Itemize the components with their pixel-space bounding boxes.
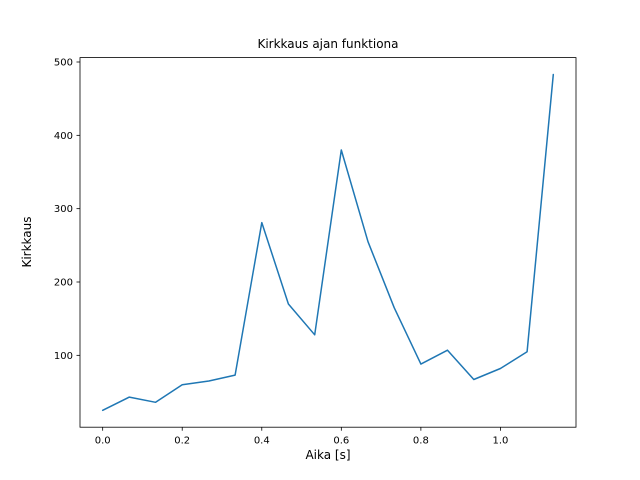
y-tick-label: 400 [54, 131, 73, 142]
x-tick-label: 0.0 [95, 436, 111, 447]
y-tick-label: 500 [54, 58, 73, 69]
y-tick-label: 200 [54, 278, 73, 289]
axes-spines [79, 57, 577, 428]
x-axis-label: Aika [s] [305, 448, 351, 462]
x-tick-label: 1.0 [492, 436, 508, 447]
x-tick-label: 0.4 [254, 436, 270, 447]
y-tick-label: 300 [54, 204, 73, 215]
data-line [101, 73, 555, 412]
x-tick-label: 0.6 [333, 436, 349, 447]
chart-title: Kirkkaus ajan funktiona [257, 37, 399, 51]
x-tick-label: 0.2 [174, 436, 190, 447]
y-tick-label: 100 [54, 351, 73, 362]
x-tick-label: 0.8 [413, 436, 429, 447]
